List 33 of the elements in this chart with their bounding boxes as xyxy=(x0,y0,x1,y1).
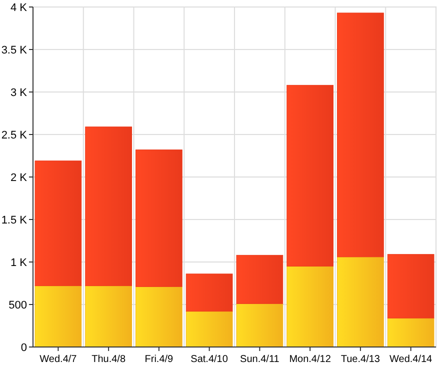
bar xyxy=(136,150,182,287)
bar xyxy=(337,256,384,348)
x-tick-label: Sat.4/10 xyxy=(190,354,228,365)
bar xyxy=(85,286,132,348)
bar xyxy=(85,126,132,286)
bar xyxy=(186,274,233,312)
bar xyxy=(136,286,182,348)
y-tick-label: 3 K xyxy=(10,86,28,99)
bar xyxy=(34,286,82,348)
y-tick-label: 1 K xyxy=(10,256,28,269)
bar xyxy=(34,160,82,286)
y-tick-label: 4 K xyxy=(10,2,28,14)
y-tick-label: 2 K xyxy=(10,172,28,184)
bar xyxy=(186,311,233,348)
y-tick-label: 500 xyxy=(8,299,27,312)
y-tick-label: 1.5 K xyxy=(1,214,28,226)
bar xyxy=(236,303,284,348)
x-tick-label: Tue.4/13 xyxy=(340,354,380,365)
bar xyxy=(387,318,434,348)
y-tick-label: 0 xyxy=(20,342,27,354)
x-tick-label: Mon.4/12 xyxy=(289,354,332,365)
x-tick-label: Thu.4/8 xyxy=(92,354,126,365)
x-tick-label: Sun.4/11 xyxy=(240,354,280,365)
y-tick-label: 3.5 K xyxy=(1,44,28,56)
bar xyxy=(286,84,334,266)
y-tick-label: 2.5 K xyxy=(1,129,28,142)
bar xyxy=(236,254,284,304)
bar xyxy=(387,254,434,318)
x-tick-label: Wed.4/14 xyxy=(390,354,433,365)
x-tick-label: Wed.4/7 xyxy=(40,354,78,365)
bar xyxy=(337,12,384,258)
bar xyxy=(286,266,334,348)
x-tick-label: Fri.4/9 xyxy=(144,354,174,365)
